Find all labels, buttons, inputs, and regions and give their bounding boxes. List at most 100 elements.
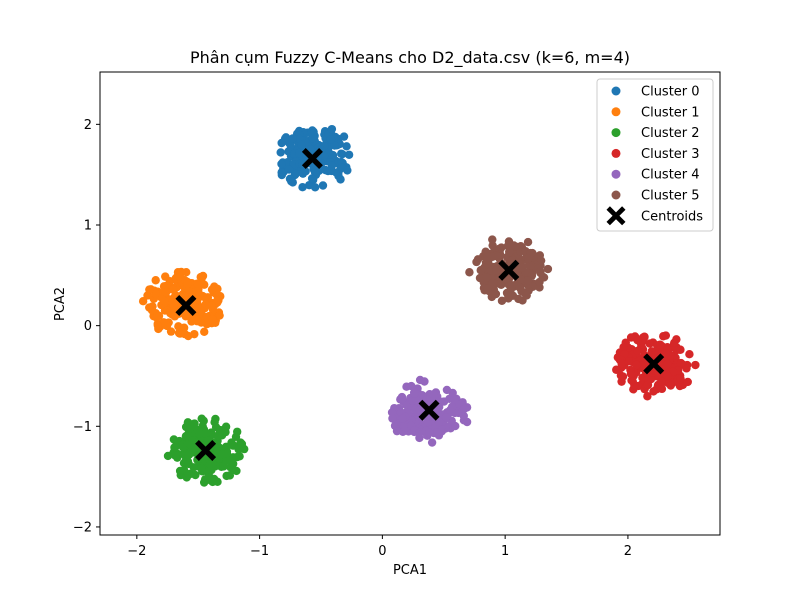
- data-point: [284, 165, 294, 174]
- data-point: [643, 392, 652, 401]
- y-axis-label: PCA2: [53, 287, 68, 321]
- y-axis: −2 −1 0 1 2: [73, 118, 100, 535]
- y-tick-label: 2: [84, 118, 92, 133]
- data-point: [343, 166, 352, 175]
- data-point: [308, 134, 318, 143]
- data-point: [524, 254, 533, 263]
- data-point: [488, 279, 497, 288]
- legend-label: Cluster 1: [641, 105, 700, 120]
- centroid-marker: [301, 148, 323, 170]
- data-point: [189, 463, 198, 472]
- data-point: [427, 438, 437, 447]
- data-point: [297, 140, 306, 150]
- data-point: [407, 381, 416, 391]
- data-point: [523, 276, 533, 285]
- data-point: [219, 462, 228, 471]
- y-tick-label: 0: [84, 319, 92, 334]
- data-point: [161, 288, 171, 297]
- data-point: [151, 289, 160, 298]
- data-point: [522, 291, 531, 300]
- data-point: [206, 475, 215, 485]
- data-point: [154, 311, 164, 321]
- data-point: [277, 138, 286, 148]
- x-tick-label: 2: [624, 544, 632, 559]
- data-point: [402, 400, 411, 410]
- data-point: [227, 463, 237, 473]
- data-point: [342, 142, 351, 151]
- legend-marker: [611, 169, 621, 179]
- data-point: [215, 311, 224, 320]
- data-point: [294, 148, 304, 158]
- data-point: [683, 377, 692, 387]
- data-point: [210, 417, 219, 427]
- data-point: [388, 414, 397, 423]
- legend-item: Cluster 0: [611, 85, 700, 100]
- data-point: [670, 338, 679, 348]
- legend-centroid-marker: [606, 206, 626, 226]
- data-point: [649, 387, 658, 396]
- data-point: [145, 285, 154, 294]
- data-point: [298, 183, 307, 192]
- data-point: [523, 237, 533, 247]
- data-point: [482, 273, 492, 282]
- legend-label: Cluster 5: [641, 189, 700, 204]
- series-4: [387, 375, 472, 447]
- y-tick-label: −1: [73, 420, 92, 435]
- data-point: [628, 377, 637, 386]
- legend-marker: [611, 128, 621, 138]
- data-point: [185, 440, 195, 449]
- legend-box: [596, 78, 714, 232]
- data-point: [434, 417, 444, 427]
- data-point: [483, 284, 492, 294]
- data-point: [645, 339, 654, 348]
- data-point: [488, 235, 497, 244]
- data-point: [439, 397, 449, 406]
- x-tick-label: 0: [378, 544, 386, 559]
- data-point: [195, 429, 204, 438]
- data-point: [410, 389, 419, 399]
- data-point: [161, 272, 170, 281]
- data-point: [663, 372, 672, 381]
- data-point: [425, 428, 434, 437]
- data-point: [166, 327, 176, 336]
- data-point: [473, 255, 483, 264]
- data-point: [218, 449, 227, 459]
- data-point: [663, 359, 672, 369]
- data-point: [326, 135, 336, 144]
- legend-label: Centroids: [641, 209, 703, 224]
- data-point: [192, 279, 202, 288]
- data-point: [659, 332, 668, 341]
- data-point: [328, 151, 338, 160]
- data-point: [285, 174, 295, 184]
- data-point: [277, 168, 286, 177]
- data-point: [198, 421, 207, 431]
- data-point: [190, 419, 199, 428]
- data-point: [221, 422, 231, 431]
- data-point: [618, 372, 628, 381]
- x-tick-label: −1: [250, 544, 269, 559]
- data-point: [213, 296, 222, 305]
- data-point: [145, 303, 154, 312]
- data-point: [415, 406, 424, 415]
- legend-item: Cluster 1: [611, 105, 700, 120]
- y-tick-label: 1: [84, 218, 92, 233]
- data-point: [496, 280, 506, 290]
- centroid-marker: [418, 399, 440, 421]
- data-point: [415, 375, 425, 385]
- data-point: [207, 301, 217, 310]
- data-point: [459, 411, 468, 421]
- data-point: [184, 450, 194, 459]
- data-point: [633, 346, 642, 355]
- data-point: [398, 414, 407, 423]
- data-point: [612, 365, 621, 374]
- data-point: [213, 431, 223, 440]
- data-point: [225, 471, 235, 480]
- data-point: [175, 272, 185, 282]
- legend-label: Cluster 2: [641, 126, 700, 141]
- data-point: [170, 443, 179, 452]
- data-point: [506, 241, 516, 250]
- data-point: [460, 404, 469, 414]
- data-point: [446, 407, 456, 417]
- data-point: [655, 340, 665, 349]
- legend-label: Cluster 4: [641, 168, 700, 183]
